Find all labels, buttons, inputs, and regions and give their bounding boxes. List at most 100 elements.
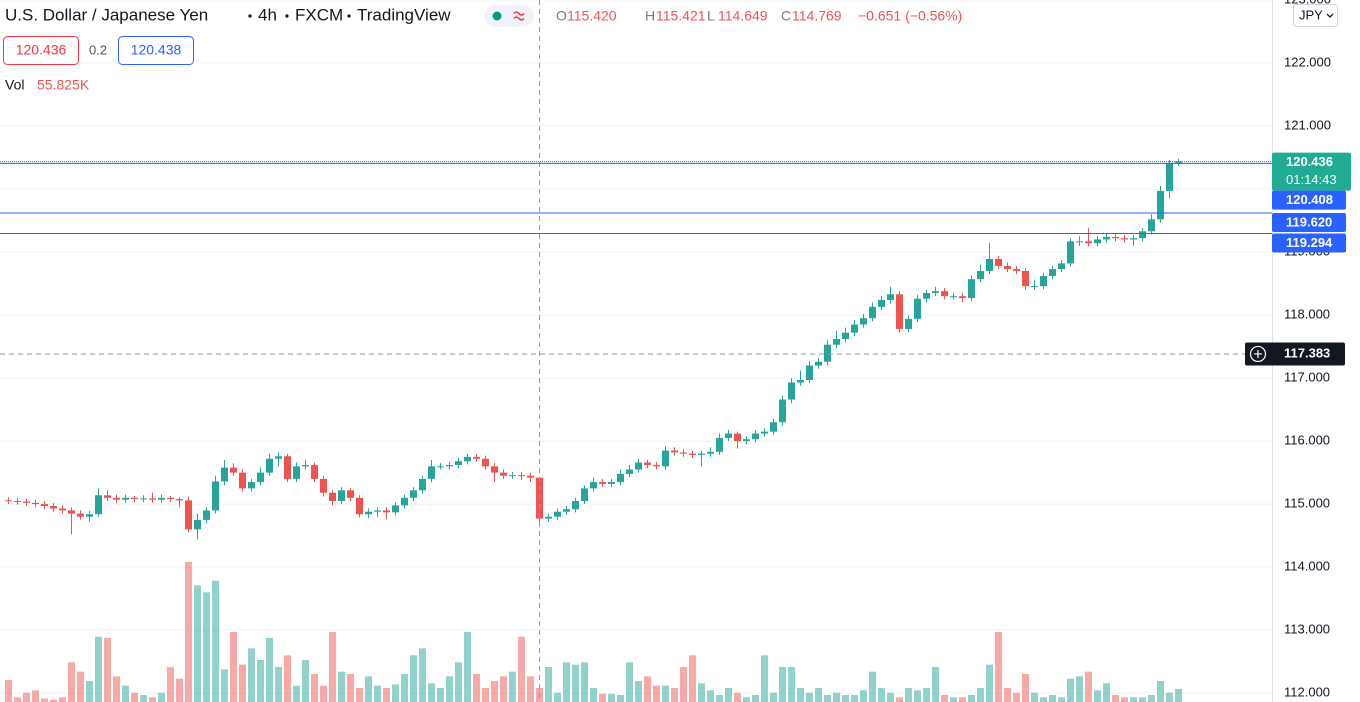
volume-bar — [869, 671, 876, 702]
volume-bar — [977, 688, 984, 702]
chevron — [1326, 13, 1334, 18]
volume-bar — [707, 690, 714, 702]
volume-bar — [932, 667, 939, 702]
price-line-label: 120.408 — [1286, 192, 1333, 207]
volume-bar — [347, 674, 354, 702]
volume-bar — [482, 688, 489, 702]
ohlc-key: L — [707, 8, 715, 24]
volume-bar — [338, 671, 345, 702]
crosshair-plus — [1254, 349, 1262, 358]
price-line-label: 119.620 — [1286, 214, 1332, 229]
candle-body — [239, 472, 246, 489]
candle-body — [608, 482, 615, 484]
volume-bar — [563, 662, 570, 702]
volume-bar — [32, 690, 39, 702]
status-badge[interactable] — [484, 5, 534, 27]
volume-bar — [815, 688, 822, 702]
candle-body — [797, 379, 804, 383]
candle-body — [158, 497, 165, 500]
volume-bar — [716, 695, 723, 702]
candle-body — [860, 318, 867, 325]
volume-bar — [248, 648, 255, 702]
candle-body — [329, 492, 336, 501]
candle-body — [176, 499, 183, 501]
volume-bar — [734, 692, 741, 702]
volume-bar — [329, 632, 336, 702]
candle-body — [653, 465, 660, 467]
candle-body — [140, 498, 147, 500]
candle-body — [149, 498, 156, 500]
separator — [248, 14, 252, 18]
ohlc-value: 115.421 — [656, 8, 706, 24]
delay-icon — [513, 11, 525, 21]
candle-body — [1031, 286, 1038, 288]
candle-body — [203, 510, 210, 520]
volume-bar — [1166, 692, 1173, 702]
volume-bar — [230, 632, 237, 702]
candle-body — [680, 452, 687, 454]
candle-body — [842, 332, 849, 340]
volume-bar — [824, 695, 831, 702]
candle-body — [302, 465, 309, 467]
candle-body — [869, 306, 876, 319]
volume-bar — [896, 697, 903, 702]
candle-body — [185, 500, 192, 530]
volume-bar — [698, 683, 705, 702]
candle-body — [725, 433, 732, 438]
volume-value: 55.825K — [37, 77, 90, 93]
volume-bar — [293, 685, 300, 702]
candle-body — [878, 299, 885, 307]
header: U.S. Dollar / Japanese Yen 4h FXCM Tradi… — [3, 5, 962, 93]
volume-bar — [779, 667, 786, 702]
volume-bar — [455, 662, 462, 702]
volume-bar — [653, 685, 660, 702]
candle-body — [752, 433, 759, 440]
volume-bar — [590, 688, 597, 702]
volume-bar — [743, 697, 750, 702]
candle-body — [482, 458, 489, 467]
volume-bar — [1094, 690, 1101, 702]
candle-body — [707, 451, 714, 454]
volume-bar — [959, 697, 966, 702]
last-price-box — [1272, 152, 1351, 191]
candle-body — [5, 500, 12, 502]
candle-body — [23, 501, 30, 503]
candle-body — [410, 490, 417, 498]
volume-bar — [887, 692, 894, 702]
last-price-label: 120.436 — [1286, 154, 1333, 169]
volume-bar — [68, 662, 75, 702]
volume-bar — [635, 681, 642, 702]
y-tick-label: 112.000 — [1284, 685, 1330, 700]
buy-button[interactable] — [118, 36, 194, 65]
volume-bar — [275, 667, 282, 702]
candle-body — [1148, 219, 1155, 232]
candle-body — [545, 516, 552, 519]
candle-body — [986, 258, 993, 271]
currency-button[interactable] — [1293, 4, 1338, 27]
candle-body — [950, 296, 957, 298]
y-tick-label: 118.000 — [1284, 307, 1330, 322]
candle-body — [1175, 161, 1182, 164]
volume-bar — [986, 664, 993, 702]
candle-body — [1076, 241, 1083, 243]
candle-body — [977, 270, 984, 280]
volume-bar — [752, 695, 759, 702]
volume-bar — [914, 690, 921, 702]
candle-body — [716, 437, 723, 452]
volume-bar — [95, 636, 102, 702]
sell-button[interactable] — [3, 36, 79, 65]
volume-bar — [86, 681, 93, 702]
candle-body — [122, 497, 129, 500]
price-line-box — [1272, 212, 1346, 232]
candle-body — [500, 472, 507, 476]
volume-bar — [833, 692, 840, 702]
candle-body — [32, 502, 39, 505]
candle-body — [365, 511, 372, 515]
candle-body — [698, 453, 705, 455]
volume-bar — [662, 685, 669, 702]
candle-body — [284, 456, 291, 479]
volume-bar — [1022, 674, 1029, 702]
volume-bar — [923, 688, 930, 702]
volume-bar — [1130, 697, 1137, 702]
volume-bar — [59, 697, 66, 702]
